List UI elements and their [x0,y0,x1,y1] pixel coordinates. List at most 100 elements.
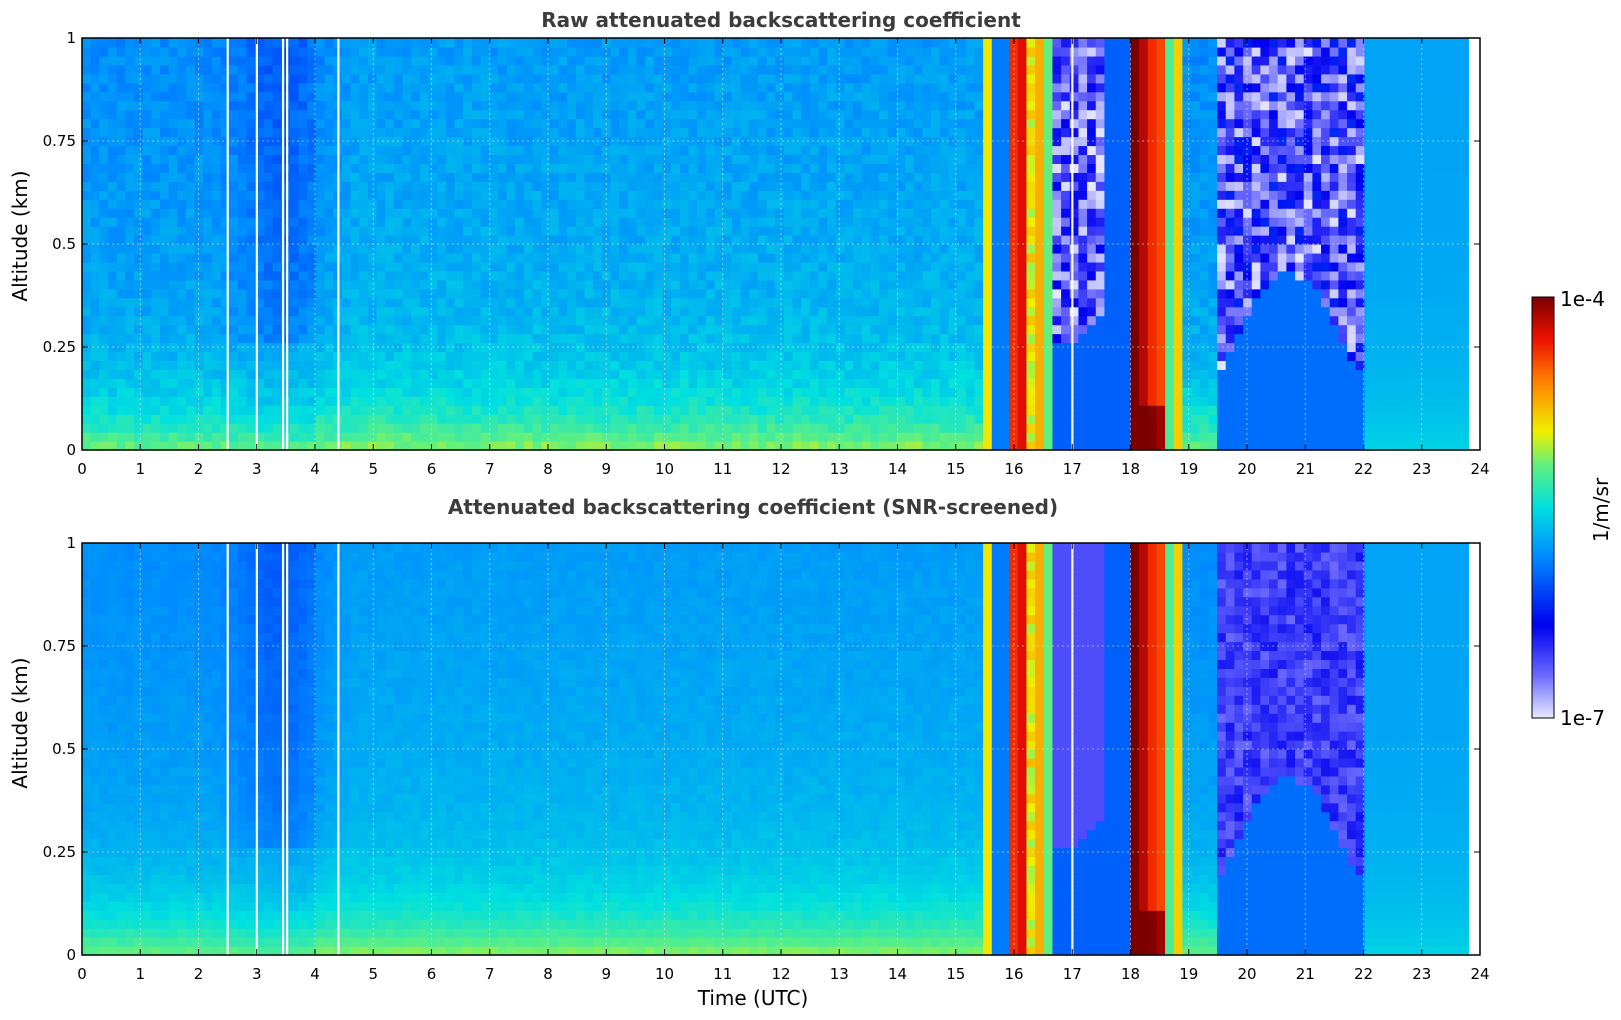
heatmap-cell [861,252,872,263]
heatmap-cell [775,145,785,156]
heatmap-cell [116,73,126,84]
heatmap-cell [177,387,187,397]
heatmap-cell [991,396,1002,406]
heatmap-cell [385,100,395,111]
heatmap-cell [1009,145,1019,156]
heatmap-cell [1009,297,1019,308]
heatmap-cell [931,226,941,236]
heatmap-cell [341,38,352,48]
heatmap-cell [341,297,352,308]
heatmap-cell [194,279,204,290]
heatmap-cell [974,208,984,218]
heatmap-cell [905,333,915,344]
heatmap-cell [133,279,144,290]
heatmap-cell [575,100,586,111]
heatmap-cell [792,38,802,48]
heatmap-cell [246,423,256,433]
heatmap-cell [82,109,92,120]
heatmap-cell [775,387,785,397]
heatmap-cell [567,217,577,227]
heatmap-cell [705,342,716,353]
heatmap-cell [203,235,213,245]
heatmap-cell [428,351,438,362]
heatmap-cell [298,244,308,254]
heatmap-cell [627,351,638,362]
heatmap-cell [896,306,906,317]
heatmap-cell [558,270,568,281]
heatmap-cell [827,423,837,433]
heatmap-cell [861,378,872,388]
heatmap-cell [125,261,135,272]
heatmap-cell [913,109,924,120]
heatmap-cell [281,190,291,200]
heatmap-cell [402,244,412,254]
heatmap-cell [341,100,352,111]
heatmap-cell [835,145,846,156]
heatmap-cell [931,190,941,200]
heatmap-cell [324,378,334,388]
heatmap-cell [861,73,872,84]
heatmap-cell [844,208,854,218]
heatmap-cell [887,378,898,388]
heatmap-cell [549,82,560,93]
heatmap-cell [905,172,915,182]
heatmap-cell [584,351,594,362]
heatmap-cell [861,369,872,379]
heatmap-cell [324,172,334,182]
heatmap-cell [376,414,386,424]
heatmap-cell [419,297,430,308]
heatmap-cell [671,261,681,272]
heatmap-cell [636,127,646,138]
heatmap-cell [887,297,898,308]
heatmap-cell [541,252,551,263]
heatmap-cell [367,73,378,84]
heatmap-cell [125,333,135,344]
heatmap-cell [471,118,482,129]
heatmap-cell [870,217,880,227]
heatmap-cell [809,127,820,138]
heatmap-cell [783,190,794,200]
heatmap-cell [419,64,430,75]
heatmap-cell [575,73,586,84]
heatmap-cell [272,297,282,308]
heatmap-cell [220,270,230,281]
heatmap-cell [983,244,993,254]
heatmap-cell [671,297,681,308]
heatmap-cell [948,396,958,406]
heatmap-cell [766,306,776,317]
heatmap-cell [870,64,880,75]
heatmap-cell [775,360,785,370]
heatmap-cell [896,64,906,75]
heatmap-cell [931,181,941,191]
heatmap-cell [671,190,681,200]
heatmap-cell [151,109,161,120]
heatmap-cell [220,252,230,263]
heatmap-cell [905,261,915,272]
heatmap-cell [324,226,334,236]
heatmap-cell [766,55,776,66]
heatmap-cell [679,235,690,245]
heatmap-cell [376,387,386,397]
heatmap-cell [82,55,92,66]
heatmap-cell [194,55,204,66]
heatmap-cell [229,226,239,236]
heatmap-cell [315,261,326,272]
heatmap-cell [679,441,690,451]
heatmap-cell [610,127,620,138]
heatmap-cell [922,154,932,164]
heatmap-cell [887,261,898,272]
heatmap-cell [203,181,213,191]
heatmap-cell [783,306,794,317]
heatmap-cell [619,226,629,236]
heatmap-cell [99,252,109,263]
heatmap-cell [688,127,698,138]
heatmap-cell [177,73,187,84]
heatmap-cell [203,351,213,362]
heatmap-cell [324,315,334,326]
heatmap-cell [133,64,144,75]
heatmap-cell [809,172,820,182]
heatmap-cell [939,244,950,254]
heatmap-cell [116,100,126,111]
heatmap-cell [177,172,187,182]
heatmap-cell [714,297,724,308]
